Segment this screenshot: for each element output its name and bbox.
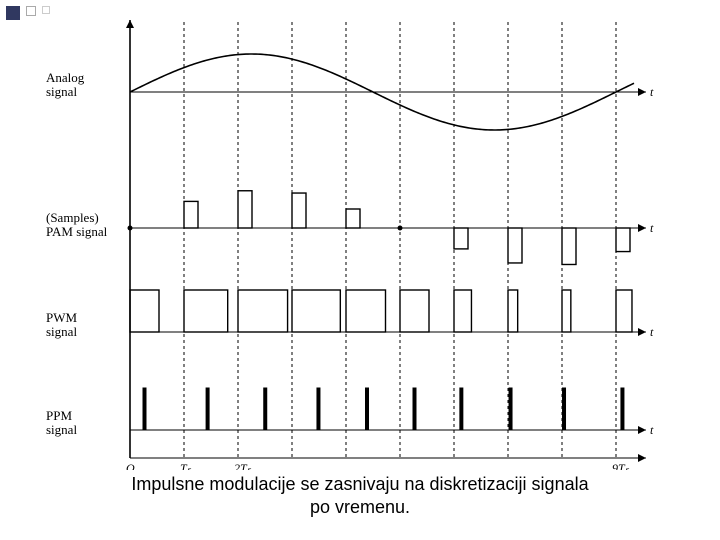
svg-text:PWM: PWM [46, 310, 78, 325]
diagram-svg: tAnalogsignalt(Samples)PAM signaltPWMsig… [40, 10, 680, 470]
svg-text:signal: signal [46, 324, 77, 339]
svg-text:PAM signal: PAM signal [46, 224, 108, 239]
svg-text:signal: signal [46, 422, 77, 437]
svg-text:9Tₛ: 9Tₛ [612, 461, 630, 470]
svg-text:t: t [650, 85, 654, 99]
svg-text:Tₛ: Tₛ [180, 461, 192, 470]
svg-text:t: t [650, 423, 654, 437]
decor-square-2 [26, 6, 36, 16]
svg-text:O: O [126, 461, 135, 470]
svg-text:t: t [650, 325, 654, 339]
svg-text:2Tₛ: 2Tₛ [234, 461, 252, 470]
svg-text:(Samples): (Samples) [46, 210, 99, 225]
caption: Impulsne modulacije se zasnivaju na disk… [0, 473, 720, 518]
svg-text:t: t [650, 221, 654, 235]
svg-text:Analog: Analog [46, 70, 85, 85]
modulation-diagram: tAnalogsignalt(Samples)PAM signaltPWMsig… [40, 10, 680, 470]
caption-line-1: Impulsne modulacije se zasnivaju na disk… [131, 474, 588, 494]
caption-line-2: po vremenu. [310, 497, 410, 517]
svg-text:signal: signal [46, 84, 77, 99]
decor-square-1 [6, 6, 20, 20]
svg-text:PPM: PPM [46, 408, 72, 423]
